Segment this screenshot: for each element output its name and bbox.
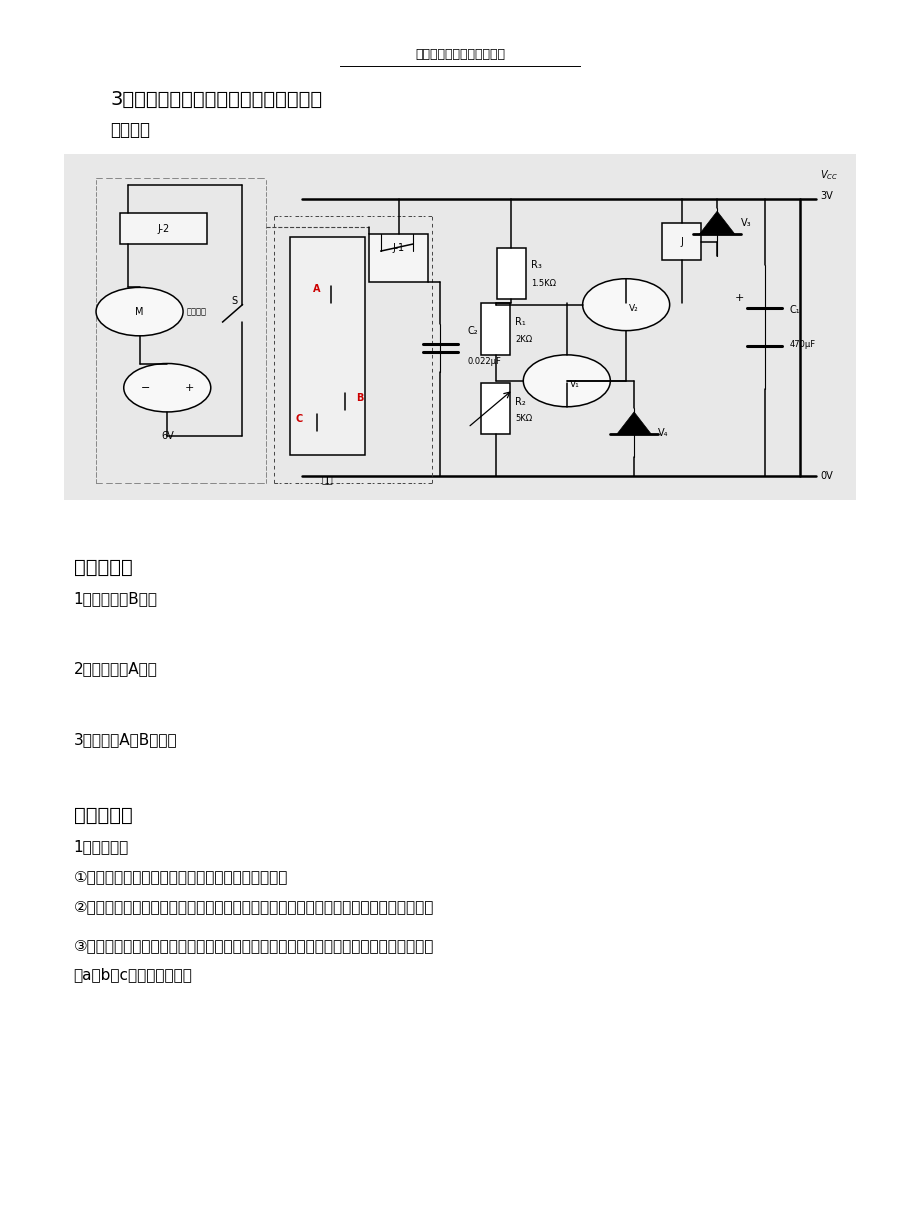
Polygon shape: [699, 211, 733, 234]
Text: −: −: [141, 382, 151, 392]
Text: 2）水位到达A点：: 2）水位到达A点：: [74, 662, 157, 676]
Text: $V_{CC}$: $V_{CC}$: [819, 168, 837, 182]
Text: 5KΩ: 5KΩ: [515, 414, 532, 424]
Text: ③按照水箱中的水位探头图示，用粗通电线制作水位传感器，并将三个探头与印制电路板: ③按照水箱中的水位探头图示，用粗通电线制作水位传感器，并将三个探头与印制电路板: [74, 938, 434, 953]
Text: 优秀学习资料＿＿欢迎下载: 优秀学习资料＿＿欢迎下载: [414, 49, 505, 61]
Text: 3V: 3V: [819, 191, 832, 200]
Text: 470μF: 470μF: [789, 340, 815, 348]
Text: 水泵电机: 水泵电机: [187, 307, 207, 316]
Text: J-2: J-2: [157, 223, 169, 233]
Text: A: A: [312, 284, 321, 294]
Bar: [661, 223, 700, 260]
Text: M: M: [135, 307, 143, 317]
Ellipse shape: [96, 288, 183, 336]
Text: R₂: R₂: [515, 397, 526, 407]
Text: 1.5KΩ: 1.5KΩ: [530, 279, 556, 289]
Bar: [496, 248, 525, 300]
Text: 0V: 0V: [819, 471, 832, 481]
Text: 6V: 6V: [161, 431, 174, 441]
Text: +: +: [185, 382, 194, 392]
Text: C₂: C₂: [468, 325, 478, 335]
Text: 0.022μF: 0.022μF: [468, 357, 501, 367]
Bar: [64, 154, 855, 500]
Text: 2KΩ: 2KΩ: [515, 335, 532, 344]
Text: 安装测试：: 安装测试：: [74, 806, 132, 826]
Text: 水箱: 水箱: [322, 475, 333, 484]
Ellipse shape: [124, 363, 210, 412]
Ellipse shape: [523, 354, 609, 407]
Text: 电路分析：: 电路分析：: [74, 557, 132, 577]
Bar: [481, 382, 509, 435]
Text: 上a、b、c三点对应连接。: 上a、b、c三点对应连接。: [74, 968, 192, 982]
Text: J: J: [679, 237, 682, 246]
Text: 方案一：: 方案一：: [110, 121, 150, 138]
Text: +: +: [733, 293, 743, 302]
Text: V₁: V₁: [569, 380, 579, 388]
Bar: [289, 237, 365, 455]
Text: ①根据电路图列出材料清单，并对材料质量进行检测: ①根据电路图列出材料清单，并对材料质量进行检测: [74, 869, 288, 884]
Bar: [119, 212, 207, 244]
Text: 3）水位在A和B之间：: 3）水位在A和B之间：: [74, 732, 177, 747]
Ellipse shape: [582, 279, 669, 330]
Bar: [481, 304, 509, 354]
Text: B: B: [356, 393, 363, 403]
Text: 3、水箱水位闭环电子控制系统电路图：: 3、水箱水位闭环电子控制系统电路图：: [110, 90, 323, 109]
Text: ②对照印制电路板安装电路（暂时不安装电动机），安装时要防止插错元器件、虚焊等。: ②对照印制电路板安装电路（暂时不安装电动机），安装时要防止插错元器件、虚焊等。: [74, 900, 434, 914]
Text: 1）安装电路: 1）安装电路: [74, 839, 129, 853]
Text: J-1: J-1: [392, 243, 404, 253]
Polygon shape: [616, 412, 651, 435]
Text: S: S: [232, 296, 237, 306]
Text: V₄: V₄: [657, 427, 667, 438]
Bar: [369, 234, 428, 282]
Text: 1）水位低于B点：: 1）水位低于B点：: [74, 591, 157, 606]
Text: C: C: [296, 414, 303, 424]
Text: V₃: V₃: [740, 219, 751, 228]
Text: R₃: R₃: [530, 260, 541, 270]
Text: R₁: R₁: [515, 317, 526, 327]
Text: C₁: C₁: [789, 305, 800, 314]
Text: V₂: V₂: [629, 304, 638, 313]
